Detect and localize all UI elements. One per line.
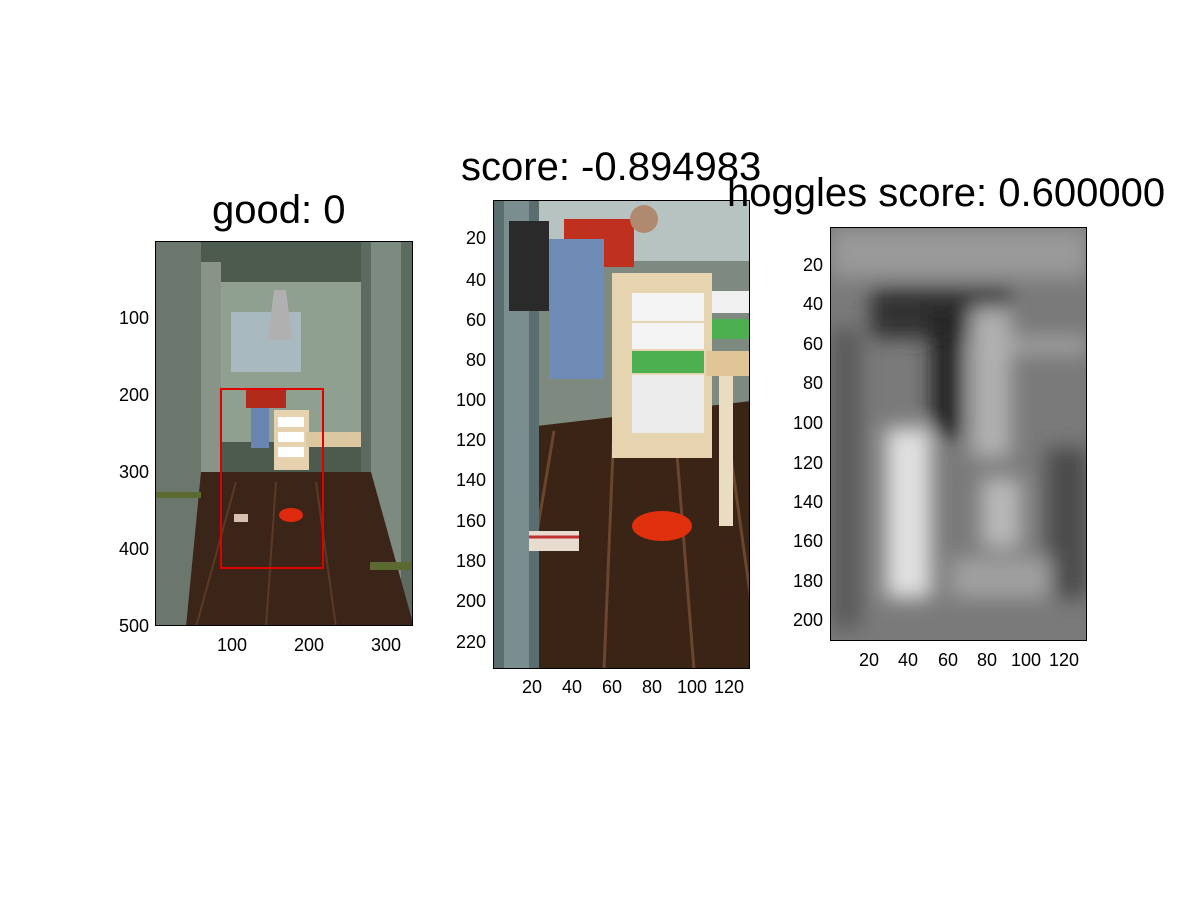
cropped-photo-icon: [494, 201, 749, 668]
panel1-ytick-300: 300: [118, 462, 149, 482]
panel3-ytick-160: 160: [792, 531, 823, 551]
panel3-image: [830, 227, 1087, 641]
panel1-xtick-200: 200: [293, 635, 325, 655]
panel3-xtick-120: 120: [1048, 650, 1080, 670]
panel3-ytick-120: 120: [792, 453, 823, 473]
panel1-ytick-100: 100: [118, 308, 149, 328]
panel2-ytick-220: 220: [455, 632, 486, 652]
panel2-ytick-100: 100: [455, 390, 486, 410]
panel2-ytick-160: 160: [455, 511, 486, 531]
panel1-xtick-300: 300: [370, 635, 402, 655]
panel2-ytick-140: 140: [455, 470, 486, 490]
panel2-image: [493, 200, 750, 669]
panel2-xtick-60: 60: [601, 677, 623, 697]
panel3-ytick-40: 40: [802, 294, 823, 314]
panel2-xtick-120: 120: [713, 677, 745, 697]
panel3-title: hoggles score: 0.600000: [727, 171, 1166, 215]
panel2-xtick-100: 100: [676, 677, 708, 697]
panel1-ytick-200: 200: [118, 385, 149, 405]
panel3-xtick-40: 40: [897, 650, 919, 670]
panel1-image: [155, 241, 413, 626]
panel1-ytick-500: 500: [118, 616, 149, 636]
panel2-ytick-80: 80: [465, 350, 486, 370]
bounding-box: [220, 388, 324, 569]
doorway-photo-icon: [156, 242, 412, 625]
panel2-ytick-20: 20: [465, 228, 486, 248]
panel1-title: good: 0: [212, 188, 346, 232]
panel1-ytick-400: 400: [118, 539, 149, 559]
panel2-xtick-20: 20: [521, 677, 543, 697]
panel3-xtick-60: 60: [937, 650, 959, 670]
panel3-xtick-20: 20: [858, 650, 880, 670]
panel3-xtick-80: 80: [976, 650, 998, 670]
panel2-ytick-40: 40: [465, 270, 486, 290]
panel2-xtick-80: 80: [641, 677, 663, 697]
panel3-ytick-100: 100: [792, 413, 823, 433]
panel1-xtick-100: 100: [216, 635, 248, 655]
panel2-ytick-120: 120: [455, 430, 486, 450]
panel3-ytick-200: 200: [792, 610, 823, 630]
panel3-xtick-100: 100: [1010, 650, 1042, 670]
panel3-ytick-20: 20: [802, 255, 823, 275]
hoggles-grayscale-icon: [831, 228, 1086, 640]
panel2-xtick-40: 40: [561, 677, 583, 697]
panel3-ytick-140: 140: [792, 492, 823, 512]
panel3-ytick-60: 60: [802, 334, 823, 354]
panel2-ytick-180: 180: [455, 551, 486, 571]
panel3-ytick-80: 80: [802, 373, 823, 393]
panel2-ytick-200: 200: [455, 591, 486, 611]
panel3-ytick-180: 180: [792, 571, 823, 591]
panel2-ytick-60: 60: [465, 310, 486, 330]
panel2-title: score: -0.894983: [461, 145, 762, 189]
